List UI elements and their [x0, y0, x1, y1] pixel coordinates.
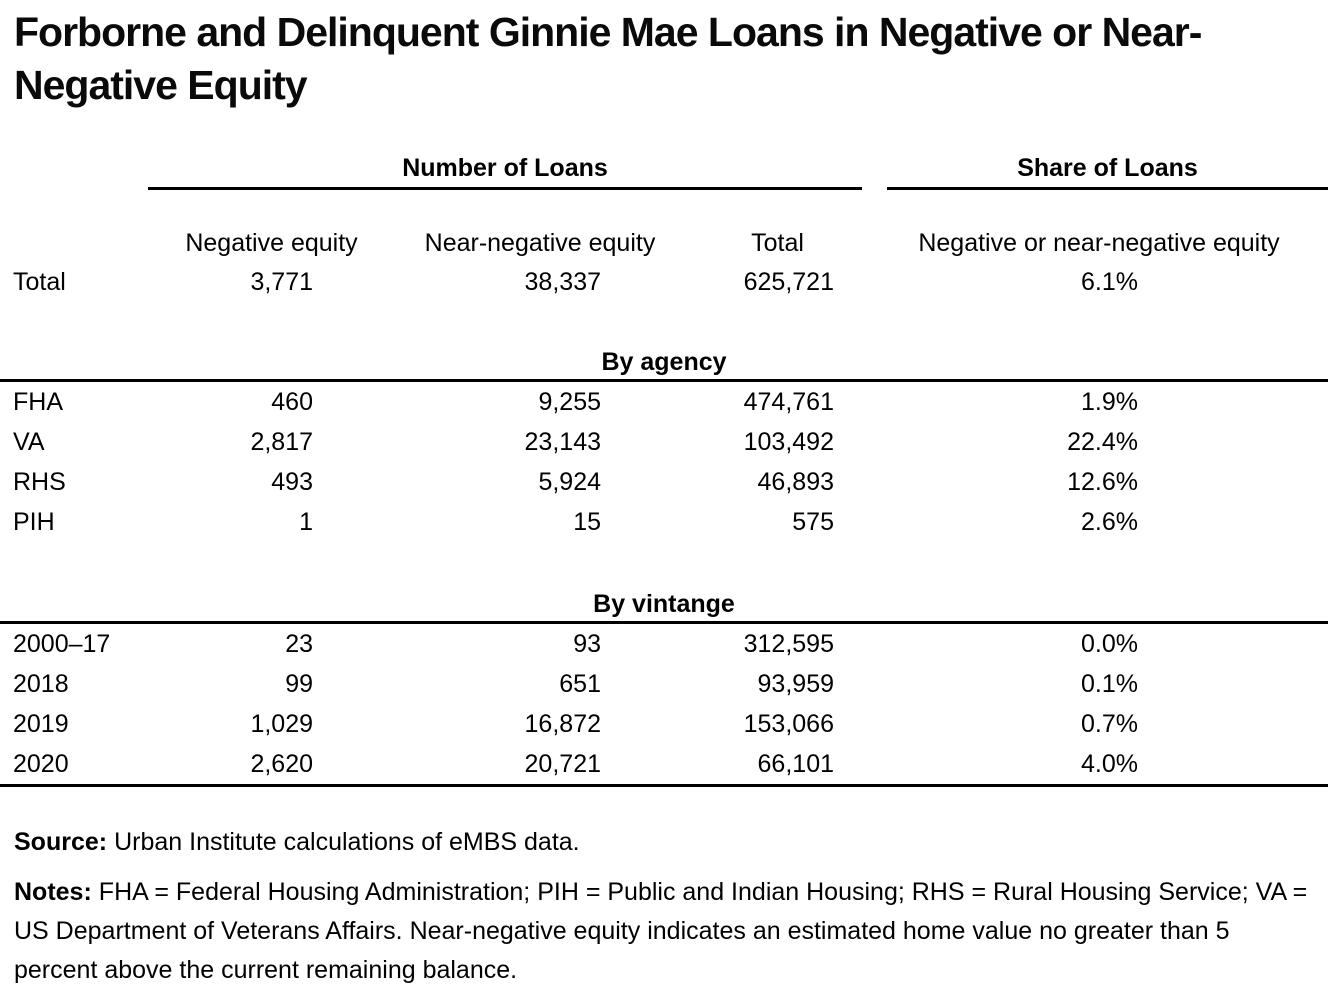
source-note: Source: Urban Institute calculations of e… — [14, 827, 1318, 857]
cell-negative-equity: 99 — [285, 670, 313, 698]
row-label: PIH — [13, 508, 55, 536]
table-bottom-rule — [0, 784, 1328, 787]
section-header-by-agency: By agency — [0, 348, 1328, 382]
cell-near-negative-equity: 15 — [573, 508, 601, 536]
cell-negative-equity: 460 — [271, 388, 313, 416]
cell-total: 474,761 — [743, 388, 834, 416]
notes: Notes: FHA = Federal Housing Administrati… — [14, 873, 1318, 990]
source-text: Urban Institute calculations of eMBS dat… — [114, 828, 580, 856]
cell-near-negative-equity: 20,721 — [524, 750, 601, 778]
notes-text: FHA = Federal Housing Administration; PI… — [14, 878, 1308, 984]
table-row-total: Total 3,771 38,337 625,721 6.1% — [0, 262, 1328, 302]
row-label: 2018 — [13, 670, 69, 698]
table-row-2000-17: 2000–17 23 93 312,595 0.0% — [0, 624, 1328, 664]
cell-total: 93,959 — [757, 670, 834, 698]
section-header-by-vintange: By vintange — [0, 590, 1328, 624]
cell-share: 1.9% — [1081, 388, 1138, 416]
cell-total: 153,066 — [743, 710, 834, 738]
cell-near-negative-equity: 38,337 — [524, 268, 601, 296]
spacer-cell — [0, 154, 148, 190]
row-label: RHS — [13, 468, 66, 496]
notes-label: Notes: — [14, 878, 92, 906]
figure-title: Forborne and Delinquent Ginnie Mae Loans… — [14, 9, 1202, 108]
cell-near-negative-equity: 23,143 — [524, 428, 601, 456]
row-label: FHA — [13, 388, 63, 416]
loans-table: Number of Loans Share of Loans Negative … — [0, 154, 1328, 787]
cell-near-negative-equity: 5,924 — [538, 468, 601, 496]
cell-share: 2.6% — [1081, 508, 1138, 536]
cell-negative-equity: 2,817 — [250, 428, 313, 456]
cell-total: 312,595 — [743, 630, 834, 658]
cell-total: 575 — [792, 508, 834, 536]
cell-near-negative-equity: 651 — [559, 670, 601, 698]
cell-near-negative-equity: 9,255 — [538, 388, 601, 416]
cell-total: 66,101 — [757, 750, 834, 778]
cell-negative-equity: 1 — [299, 508, 313, 536]
column-header-negative-equity: Negative equity — [185, 229, 358, 257]
cell-negative-equity: 3,771 — [250, 268, 313, 296]
cell-negative-equity: 23 — [285, 630, 313, 658]
cell-share: 0.1% — [1081, 670, 1138, 698]
cell-total: 46,893 — [757, 468, 834, 496]
cell-near-negative-equity: 93 — [573, 630, 601, 658]
column-header-share: Negative or near-negative equity — [918, 229, 1280, 257]
cell-share: 6.1% — [1081, 268, 1138, 296]
column-group-share-of-loans: Share of Loans — [887, 154, 1328, 190]
column-header-row: Negative equity Near-negative equity Tot… — [0, 228, 1328, 258]
table-row-rhs: RHS 493 5,924 46,893 12.6% — [0, 462, 1328, 502]
row-label: 2019 — [13, 710, 69, 738]
row-label: VA — [13, 428, 45, 456]
cell-share: 0.0% — [1081, 630, 1138, 658]
row-label: 2000–17 — [13, 630, 111, 658]
cell-share: 0.7% — [1081, 710, 1138, 738]
column-group-header-row: Number of Loans Share of Loans — [0, 154, 1328, 190]
table-row-pih: PIH 1 15 575 2.6% — [0, 502, 1328, 542]
table-row-2020: 2020 2,620 20,721 66,101 4.0% — [0, 744, 1328, 784]
cell-share: 22.4% — [1067, 428, 1138, 456]
source-label: Source: — [14, 828, 108, 856]
table-row-fha: FHA 460 9,255 474,761 1.9% — [0, 382, 1328, 422]
row-label: Total — [13, 268, 66, 296]
column-group-number-of-loans: Number of Loans — [148, 154, 862, 190]
cell-negative-equity: 2,620 — [250, 750, 313, 778]
cell-share: 12.6% — [1067, 468, 1138, 496]
cell-negative-equity: 493 — [271, 468, 313, 496]
cell-share: 4.0% — [1081, 750, 1138, 778]
cell-total: 103,492 — [743, 428, 834, 456]
table-row-2019: 2019 1,029 16,872 153,066 0.7% — [0, 704, 1328, 744]
cell-negative-equity: 1,029 — [250, 710, 313, 738]
spacer-cell — [0, 228, 148, 258]
table-row-2018: 2018 99 651 93,959 0.1% — [0, 664, 1328, 704]
column-header-total: Total — [751, 229, 804, 257]
table-row-va: VA 2,817 23,143 103,492 22.4% — [0, 422, 1328, 462]
column-header-near-negative-equity: Near-negative equity — [424, 229, 656, 257]
cell-near-negative-equity: 16,872 — [524, 710, 601, 738]
row-label: 2020 — [13, 750, 69, 778]
cell-total: 625,721 — [743, 268, 834, 296]
